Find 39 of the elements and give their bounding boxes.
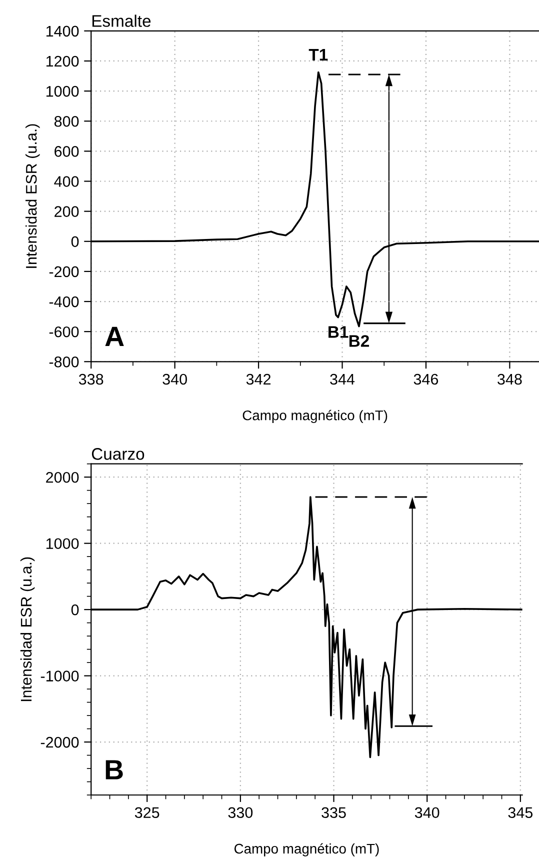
x-tick-label: 335 bbox=[322, 807, 346, 818]
y-tick-label: 200 bbox=[54, 206, 79, 217]
y-tick-label: 2000 bbox=[46, 472, 79, 483]
x-axis-title: Campo magnético (mT) bbox=[242, 410, 388, 424]
y-tick-label: 0 bbox=[71, 236, 79, 248]
x-tick-label: 346 bbox=[414, 374, 438, 385]
x-tick-label: 338 bbox=[78, 374, 104, 385]
x-tick-label: 342 bbox=[246, 374, 271, 385]
y-tick-label: -2000 bbox=[40, 736, 79, 748]
y-tick-label: -1000 bbox=[40, 670, 79, 682]
y-tick-label: 1000 bbox=[46, 538, 79, 550]
x-tick-label: 344 bbox=[330, 374, 355, 385]
chart-title: Esmalte bbox=[92, 14, 151, 27]
y-tick-label: -200 bbox=[49, 266, 79, 278]
y-tick-label: 1400 bbox=[46, 26, 79, 37]
y-tick-label: 1200 bbox=[46, 56, 79, 67]
annotation: B1 bbox=[328, 326, 348, 338]
y-tick-label: 0 bbox=[71, 604, 79, 616]
y-tick-label: -800 bbox=[49, 356, 79, 368]
x-tick-label: 345 bbox=[508, 807, 533, 818]
x-tick-label: 325 bbox=[134, 807, 160, 818]
annotation: B2 bbox=[349, 335, 369, 347]
x-axis-title: Campo magnético (mT) bbox=[234, 843, 379, 856]
y-tick-label: 1000 bbox=[46, 86, 79, 97]
y-axis-title: Intensidad ESR (u.a.) bbox=[26, 124, 40, 268]
annotation: T1 bbox=[308, 49, 328, 60]
y-tick-label: 400 bbox=[54, 176, 79, 187]
chart-title: Cuarzo bbox=[92, 448, 144, 460]
x-tick-label: 330 bbox=[228, 807, 253, 818]
x-tick-label: 340 bbox=[162, 374, 187, 385]
y-tick-label: -400 bbox=[49, 296, 79, 308]
y-tick-label: 800 bbox=[54, 116, 79, 127]
annotation: A bbox=[105, 326, 124, 346]
x-tick-label: 340 bbox=[414, 807, 440, 818]
annotation: B bbox=[106, 760, 123, 780]
y-axis-title: Intensidad ESR (u.a.) bbox=[20, 557, 35, 702]
y-tick-label: -600 bbox=[49, 326, 79, 338]
y-tick-label: 600 bbox=[54, 146, 79, 157]
x-tick-label: 348 bbox=[498, 374, 522, 385]
